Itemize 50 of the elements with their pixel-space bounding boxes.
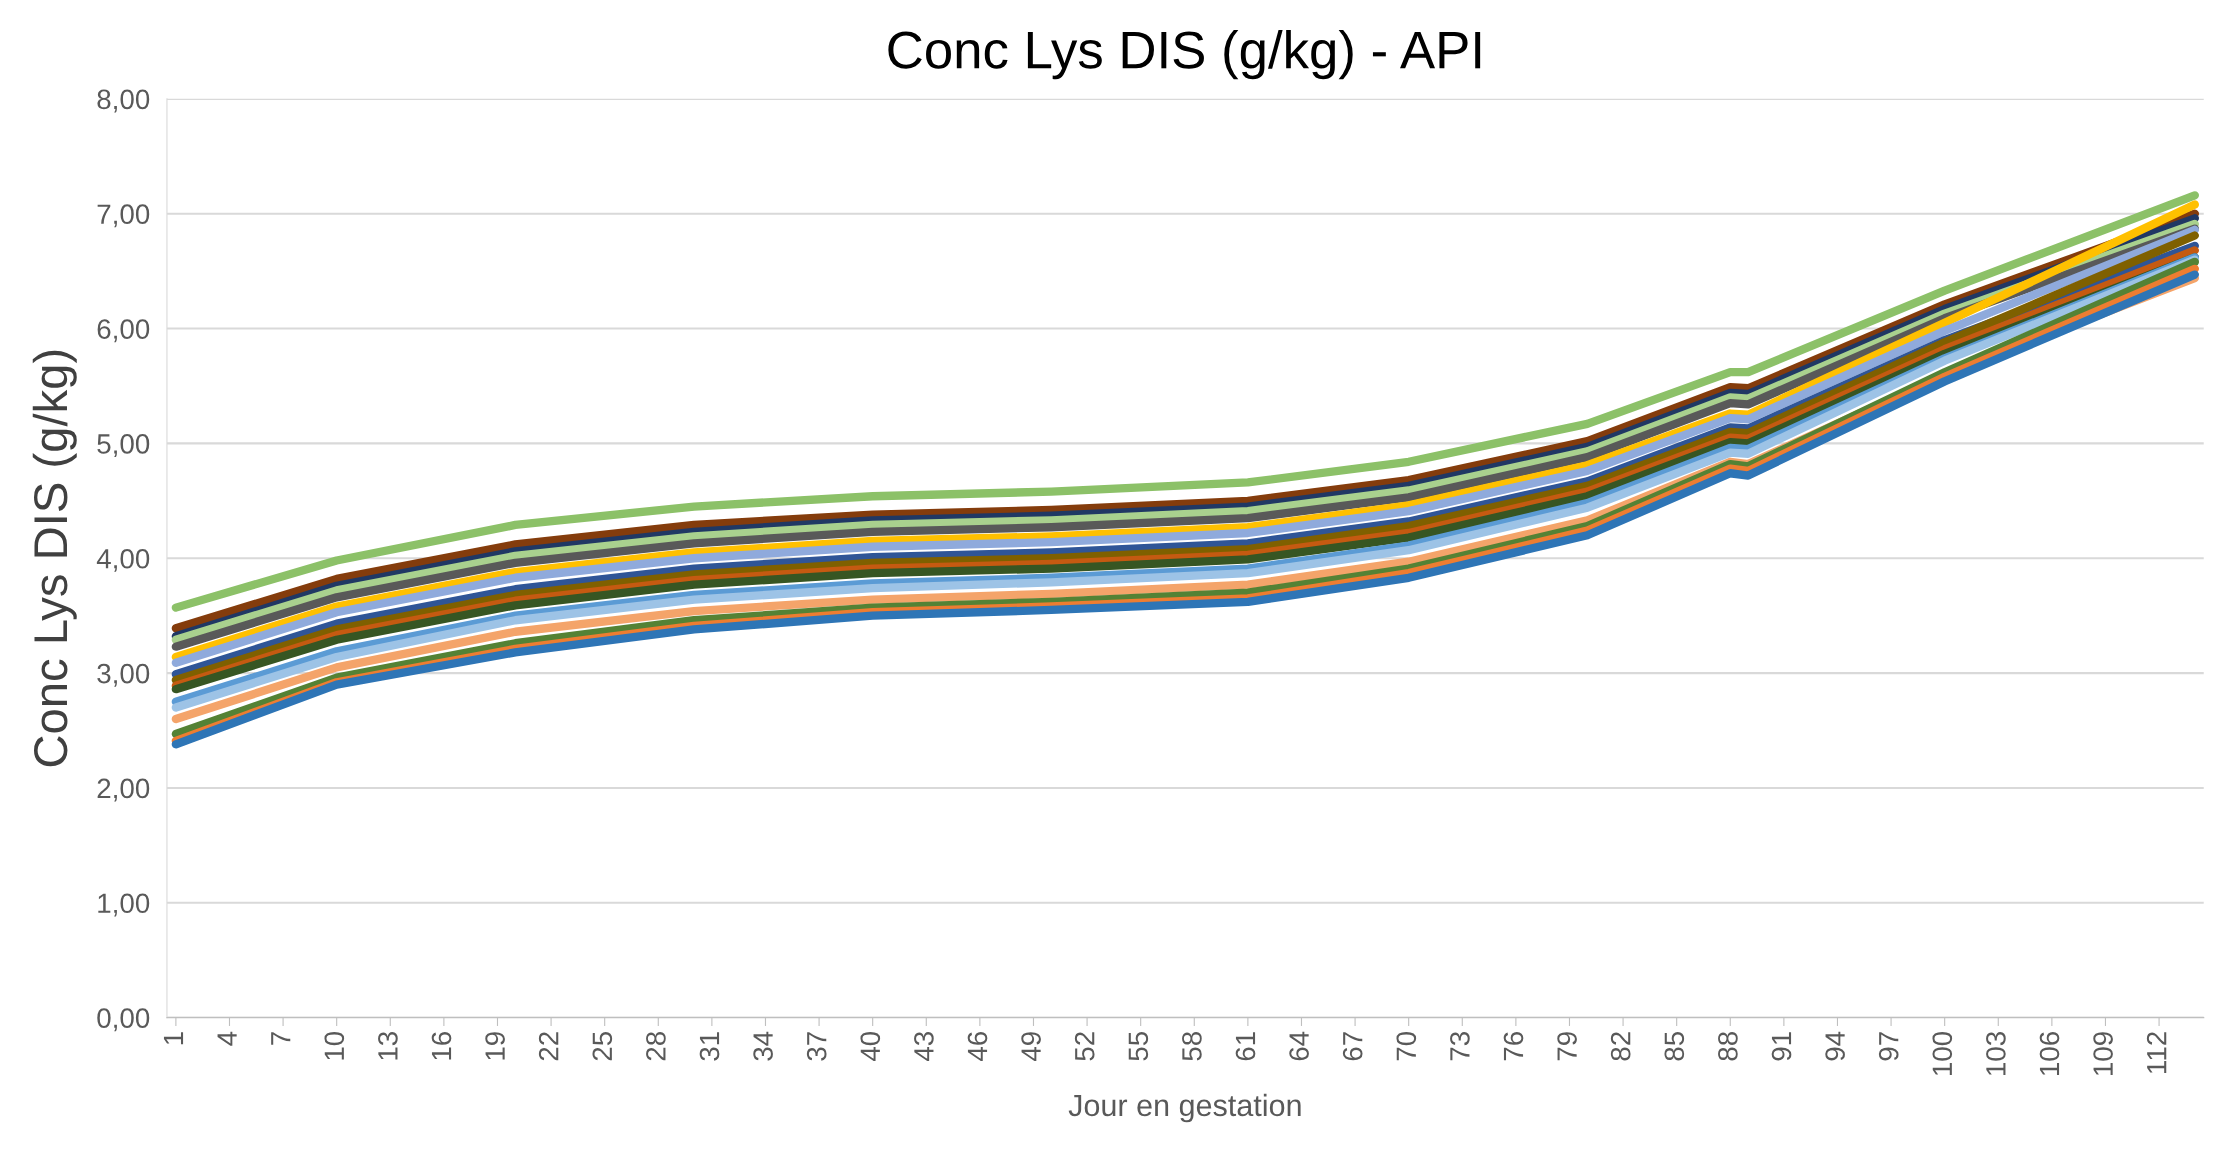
x-tick-label: 19 [485, 1032, 505, 1060]
y-tick-label: 6,00 [97, 319, 150, 343]
x-tick-label: 22 [538, 1032, 559, 1061]
x-tick-label: 49 [1021, 1032, 1041, 1062]
x-tick-label: 100 [1932, 1031, 1953, 1076]
x-tick-label: 73 [1450, 1032, 1470, 1061]
x-tick-label: 46 [967, 1032, 988, 1062]
x-tick-label: 28 [646, 1032, 666, 1061]
y-tick-label: 0,00 [97, 1008, 150, 1032]
y-tick-label: 3,00 [97, 663, 150, 687]
x-tick-label: 91 [1771, 1032, 1792, 1061]
x-tick-label: 82 [1610, 1032, 1631, 1061]
y-tick-label: 8,00 [97, 89, 150, 113]
x-tick-label: 67 [1342, 1032, 1363, 1061]
x-tick-label: 1 [163, 1032, 184, 1045]
x-tick-label: 109 [2093, 1032, 2113, 1076]
x-tick-label: 61 [1235, 1032, 1256, 1061]
x-tick-label: 79 [1557, 1032, 1577, 1061]
x-tick-label: 58 [1182, 1032, 1202, 1061]
x-tick-label: 7 [271, 1032, 291, 1045]
x-tick-label: 13 [378, 1032, 398, 1060]
y-tick-label: 7,00 [97, 204, 150, 228]
y-tick-label: 4,00 [96, 548, 150, 572]
x-tick-label: 88 [1718, 1032, 1738, 1061]
chart-title: Conc Lys DIS (g/kg) - API [888, 30, 1481, 80]
x-tick-label: 70 [1396, 1031, 1417, 1061]
x-tick-label: 31 [699, 1032, 720, 1061]
x-tick-label: 97 [1878, 1032, 1899, 1061]
x-tick-label: 43 [914, 1032, 934, 1062]
x-axis-title: Jour en gestation [1068, 1093, 1301, 1123]
x-tick-label: 85 [1664, 1031, 1685, 1061]
x-tick-label: 34 [753, 1031, 773, 1061]
x-tick-label: 40 [860, 1031, 881, 1062]
x-tick-label: 94 [1825, 1031, 1845, 1061]
x-tick-label: 16 [431, 1032, 452, 1060]
x-tick-label: 106 [2039, 1032, 2060, 1076]
y-tick-label: 5,00 [97, 434, 150, 458]
x-tick-label: 103 [1986, 1032, 2006, 1076]
x-tick-label: 37 [806, 1032, 827, 1061]
x-tick-label: 64 [1289, 1031, 1309, 1061]
x-tick-label: 76 [1503, 1032, 1524, 1061]
y-tick-label: 1,00 [98, 893, 150, 917]
x-tick-label: 25 [592, 1031, 613, 1061]
x-tick-label: 112 [2146, 1032, 2167, 1073]
x-tick-label: 52 [1074, 1032, 1095, 1061]
x-tick-label: 4 [217, 1031, 237, 1046]
y-tick-label: 2,00 [97, 778, 150, 802]
x-tick-label: 55 [1128, 1031, 1149, 1061]
y-axis-title: Conc Lys DIS (g/kg) [32, 350, 77, 767]
x-tick-label: 10 [324, 1031, 345, 1060]
